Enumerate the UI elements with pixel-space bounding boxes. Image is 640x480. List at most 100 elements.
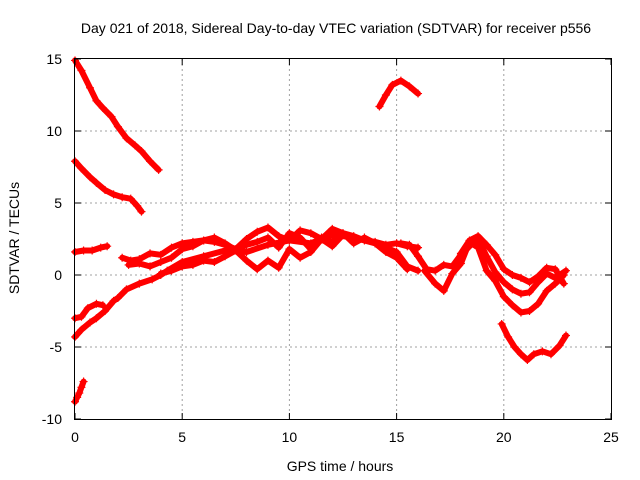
data-point — [285, 229, 294, 238]
data-point — [188, 242, 197, 251]
x-tick-label: 0 — [71, 429, 79, 445]
data-point — [137, 147, 146, 156]
data-point — [156, 258, 165, 267]
data-point — [118, 253, 127, 262]
series-track-13 — [456, 232, 568, 288]
data-point — [146, 157, 155, 166]
data-point — [156, 269, 165, 278]
data-point — [414, 89, 423, 98]
data-point — [339, 230, 347, 239]
series-track-1 — [71, 56, 163, 174]
x-tick-label: 20 — [496, 429, 512, 445]
data-point — [396, 76, 405, 85]
data-point — [109, 296, 118, 305]
data-point — [253, 237, 262, 246]
data-point — [439, 286, 448, 295]
data-point — [414, 252, 423, 261]
series-track-5 — [71, 242, 112, 256]
data-point — [396, 239, 405, 248]
data-point — [137, 207, 146, 216]
data-point — [534, 299, 543, 308]
data-point — [456, 259, 465, 268]
data-point — [126, 194, 135, 203]
data-point — [405, 82, 414, 91]
data-point — [98, 103, 107, 112]
data-point — [388, 80, 397, 89]
data-point — [113, 122, 122, 131]
data-point — [263, 233, 272, 242]
data-point — [242, 240, 251, 249]
data-point — [77, 66, 86, 75]
data-point — [167, 243, 176, 252]
data-point — [516, 350, 525, 359]
data-point — [439, 260, 448, 269]
y-tick-label: 10 — [46, 123, 62, 139]
data-point — [122, 285, 131, 294]
data-point — [375, 102, 384, 111]
data-point — [306, 229, 315, 238]
plot-frame — [74, 58, 612, 420]
y-tick-label: 0 — [54, 267, 62, 283]
data-point — [103, 242, 112, 251]
data-point — [296, 233, 305, 242]
series-track-6 — [71, 377, 88, 406]
data-point — [551, 279, 560, 288]
data-point — [167, 266, 176, 275]
data-point — [542, 286, 551, 295]
series-track-2 — [71, 157, 146, 216]
data-point — [474, 232, 483, 241]
data-point — [101, 307, 110, 315]
data-point — [221, 252, 230, 261]
data-point — [482, 266, 491, 275]
data-point — [285, 245, 294, 254]
data-point — [274, 243, 283, 252]
data-point — [328, 242, 337, 251]
data-point — [328, 224, 337, 233]
data-point — [210, 233, 219, 242]
data-point — [79, 246, 88, 255]
data-point — [414, 243, 423, 252]
series-track-10 — [375, 76, 423, 111]
data-point — [77, 383, 86, 392]
chart-title: Day 021 of 2018, Sidereal Day-to-day VTE… — [81, 20, 591, 36]
data-point — [431, 279, 440, 288]
data-point — [491, 276, 500, 285]
series-trace — [72, 57, 162, 173]
data-point — [199, 236, 208, 245]
data-point — [508, 301, 517, 310]
data-point — [146, 249, 155, 258]
data-point — [456, 249, 465, 258]
data-point — [77, 325, 86, 334]
data-point — [86, 318, 95, 327]
data-point — [499, 265, 508, 274]
data-point — [199, 256, 208, 265]
data-point — [133, 201, 142, 210]
data-point — [167, 253, 176, 262]
x-tick-label: 5 — [178, 429, 186, 445]
data-point — [131, 141, 140, 150]
data-point — [263, 223, 272, 232]
data-point — [392, 253, 401, 262]
data-point — [561, 331, 570, 340]
data-point — [92, 178, 101, 187]
data-point — [253, 227, 262, 236]
y-tick-label: -5 — [50, 339, 63, 355]
data-point — [79, 377, 88, 386]
data-point — [274, 232, 283, 241]
y-tick-label: 5 — [54, 195, 62, 211]
data-point — [263, 256, 272, 265]
data-point — [88, 246, 97, 255]
data-point — [253, 265, 262, 274]
data-point — [154, 165, 163, 174]
data-point — [542, 263, 551, 272]
data-point — [156, 250, 165, 259]
data-point — [101, 186, 110, 195]
data-point — [497, 319, 506, 328]
data-point — [420, 266, 429, 275]
data-point — [381, 91, 390, 99]
data-point — [508, 271, 517, 279]
data-layer — [71, 56, 570, 406]
data-point — [508, 285, 517, 294]
data-point — [360, 233, 369, 242]
